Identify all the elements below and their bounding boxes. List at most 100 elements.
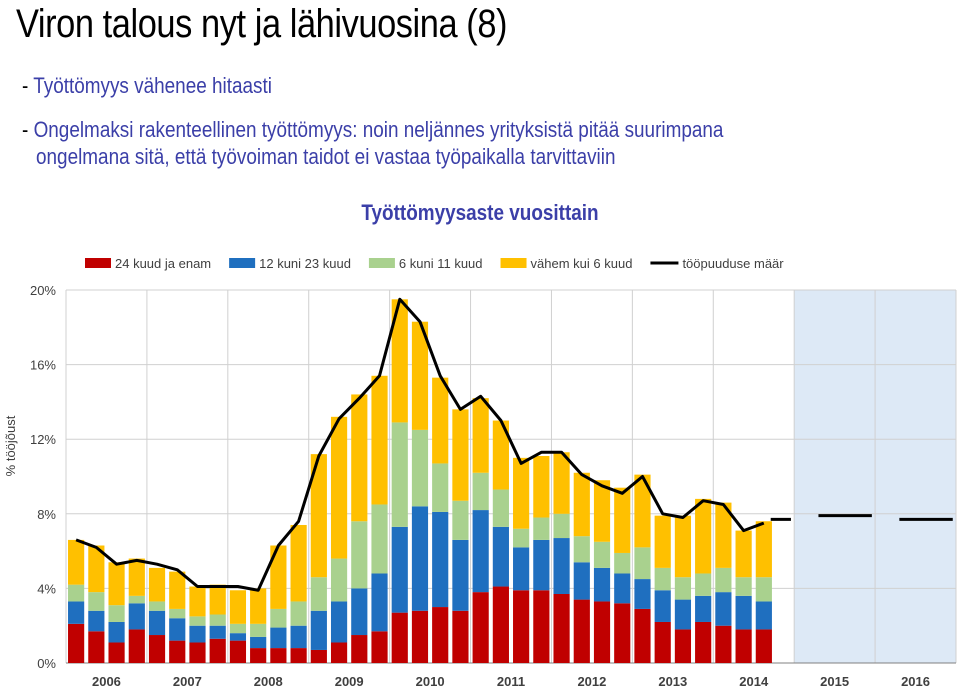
bar-segment-long-term — [250, 648, 267, 663]
bar-segment-under-6-months — [634, 474, 651, 548]
y-tick-label: 16% — [30, 358, 56, 373]
bar-segment-under-6-months — [148, 567, 166, 602]
bar-segment-6-11-months — [735, 577, 752, 596]
bar-segment-under-6-months — [229, 590, 247, 624]
bar-segment-under-6-months — [432, 377, 449, 464]
bar-segment-6-11-months — [715, 567, 732, 593]
bar-segment-under-6-months — [654, 515, 671, 568]
bar-segment-12-23-months — [250, 636, 267, 649]
legend-label: tööpuuduse määr — [682, 256, 784, 271]
bar-segment-12-23-months — [148, 610, 166, 636]
bar-segment-6-11-months — [553, 513, 570, 539]
legend-swatch — [229, 258, 256, 268]
bar-segment-6-11-months — [452, 500, 469, 540]
bar-segment-12-23-months — [715, 592, 732, 626]
bar-segment-under-6-months — [735, 530, 752, 578]
bar-segment-6-11-months — [654, 567, 671, 591]
bar-segment-long-term — [674, 629, 692, 663]
bullet-text-2: Ongelmaksi rakenteellinen työttömyys: no… — [33, 117, 724, 142]
bar-segment-6-11-months — [755, 577, 772, 602]
bar-segment-6-11-months — [472, 472, 489, 511]
bar-segment-6-11-months — [108, 605, 125, 622]
y-tick-label: 12% — [30, 432, 56, 447]
x-tick-label: 2015 — [820, 674, 849, 689]
bar-segment-12-23-months — [128, 603, 145, 630]
bar-segment-under-6-months — [492, 420, 509, 490]
bar-segment-6-11-months — [674, 577, 692, 600]
bar-segment-long-term — [452, 610, 469, 663]
bar-segment-long-term — [411, 610, 429, 663]
bar-segment-long-term — [735, 629, 752, 663]
bar-segment-under-6-months — [128, 558, 145, 596]
bar-segment-12-23-months — [614, 573, 631, 604]
bar-segment-12-23-months — [573, 562, 590, 600]
legend-label: 6 kuni 11 kuud — [399, 256, 483, 271]
bar-segment-long-term — [189, 642, 206, 663]
bar-segment-12-23-months — [330, 601, 348, 643]
bar-segment-12-23-months — [351, 588, 368, 636]
x-tick-label: 2010 — [416, 674, 445, 689]
bar-segment-under-6-months — [371, 375, 388, 505]
bar-segment-12-23-months — [533, 539, 550, 591]
bar-segment-long-term — [229, 640, 247, 663]
bar-segment-long-term — [755, 629, 772, 663]
bar-segment-long-term — [310, 649, 327, 663]
bar-segment-long-term — [593, 601, 611, 663]
bar-segment-12-23-months — [452, 539, 469, 611]
bullet-text-3: ongelmana sitä, että työvoiman taidot ei… — [36, 144, 616, 169]
bar-segment-12-23-months — [553, 538, 570, 594]
bullet-dash: - — [22, 73, 34, 98]
bar-segment-12-23-months — [492, 526, 509, 587]
bar-segment-12-23-months — [432, 511, 449, 608]
x-tick-label: 2007 — [173, 674, 202, 689]
bar-segment-under-6-months — [391, 299, 408, 423]
bar-segment-long-term — [472, 592, 489, 663]
bar-segment-12-23-months — [169, 618, 186, 641]
bar-segment-under-6-months — [330, 416, 348, 559]
bar-segment-under-6-months — [209, 584, 226, 615]
bar-segment-6-11-months — [209, 614, 226, 626]
bar-segment-6-11-months — [371, 504, 388, 574]
bar-segment-long-term — [614, 603, 631, 663]
bar-segment-12-23-months — [695, 595, 712, 622]
bar-segment-6-11-months — [695, 573, 712, 596]
bar-segment-under-6-months — [310, 454, 327, 578]
bar-segment-under-6-months — [573, 472, 590, 537]
bar-segment-long-term — [634, 608, 651, 663]
bar-segment-12-23-months — [88, 610, 105, 632]
bar-segment-6-11-months — [533, 517, 550, 540]
bar-segment-6-11-months — [189, 616, 206, 626]
x-tick-label: 2016 — [901, 674, 930, 689]
bullet-continuation: ongelmana sitä, että työvoiman taidot ei… — [36, 143, 615, 170]
bar-segment-12-23-months — [68, 601, 85, 624]
legend-label: 24 kuud ja enam — [115, 256, 211, 271]
bar-segment-under-6-months — [452, 409, 469, 501]
bar-segment-under-6-months — [250, 588, 267, 624]
bar-segment-12-23-months — [674, 599, 692, 630]
bar-segment-long-term — [88, 631, 105, 663]
bar-segment-12-23-months — [735, 595, 752, 630]
legend-swatch — [85, 258, 111, 268]
bar-segment-12-23-months — [270, 627, 287, 649]
page-title: Viron talous nyt ja lähivuosina (8) — [16, 2, 508, 46]
bar-segment-6-11-months — [432, 463, 449, 512]
bar-segment-6-11-months — [68, 584, 85, 602]
legend-swatch — [368, 258, 395, 268]
bar-segment-6-11-months — [250, 623, 267, 637]
bar-segment-long-term — [573, 599, 590, 663]
bar-segment-long-term — [209, 638, 226, 663]
bar-segment-6-11-months — [492, 489, 509, 527]
bar-segment-under-6-months — [614, 487, 631, 553]
bar-segment-long-term — [330, 642, 348, 663]
bar-segment-6-11-months — [229, 623, 247, 634]
bar-segment-12-23-months — [755, 601, 772, 630]
bar-segment-long-term — [715, 625, 732, 663]
bar-segment-12-23-months — [391, 526, 408, 613]
bar-segment-under-6-months — [108, 562, 125, 606]
y-tick-label: 0% — [37, 656, 56, 671]
bar-segment-6-11-months — [88, 592, 105, 611]
bar-segment-12-23-months — [189, 625, 206, 643]
bar-segment-12-23-months — [513, 547, 530, 591]
bar-segment-long-term — [695, 621, 712, 663]
bar-segment-12-23-months — [310, 610, 327, 650]
